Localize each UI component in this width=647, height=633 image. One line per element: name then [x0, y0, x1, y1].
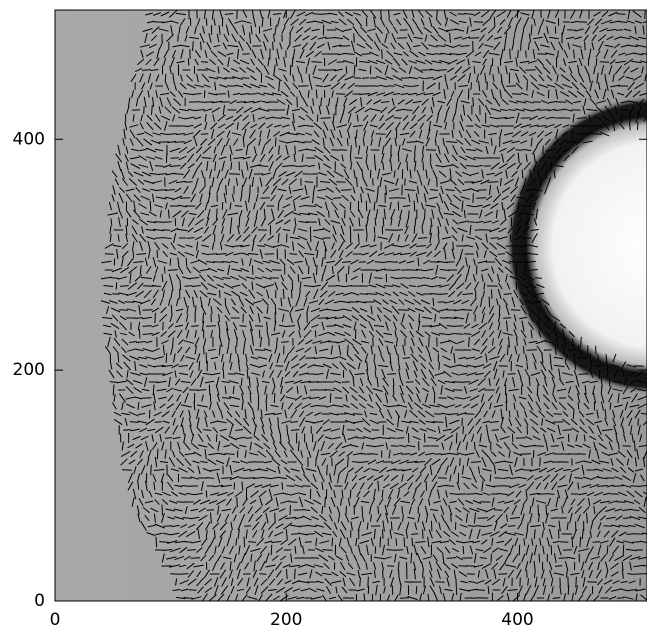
image-area — [55, 9, 647, 604]
y-tick-label: 400 — [13, 129, 45, 149]
chart: 0 200 400 0 200 400 — [0, 0, 647, 633]
x-tick-label: 400 — [501, 610, 533, 630]
x-tick-label: 0 — [50, 610, 61, 630]
y-tick-label: 200 — [13, 360, 45, 380]
y-tick-label: 0 — [34, 591, 45, 611]
x-tick-label: 200 — [270, 610, 302, 630]
